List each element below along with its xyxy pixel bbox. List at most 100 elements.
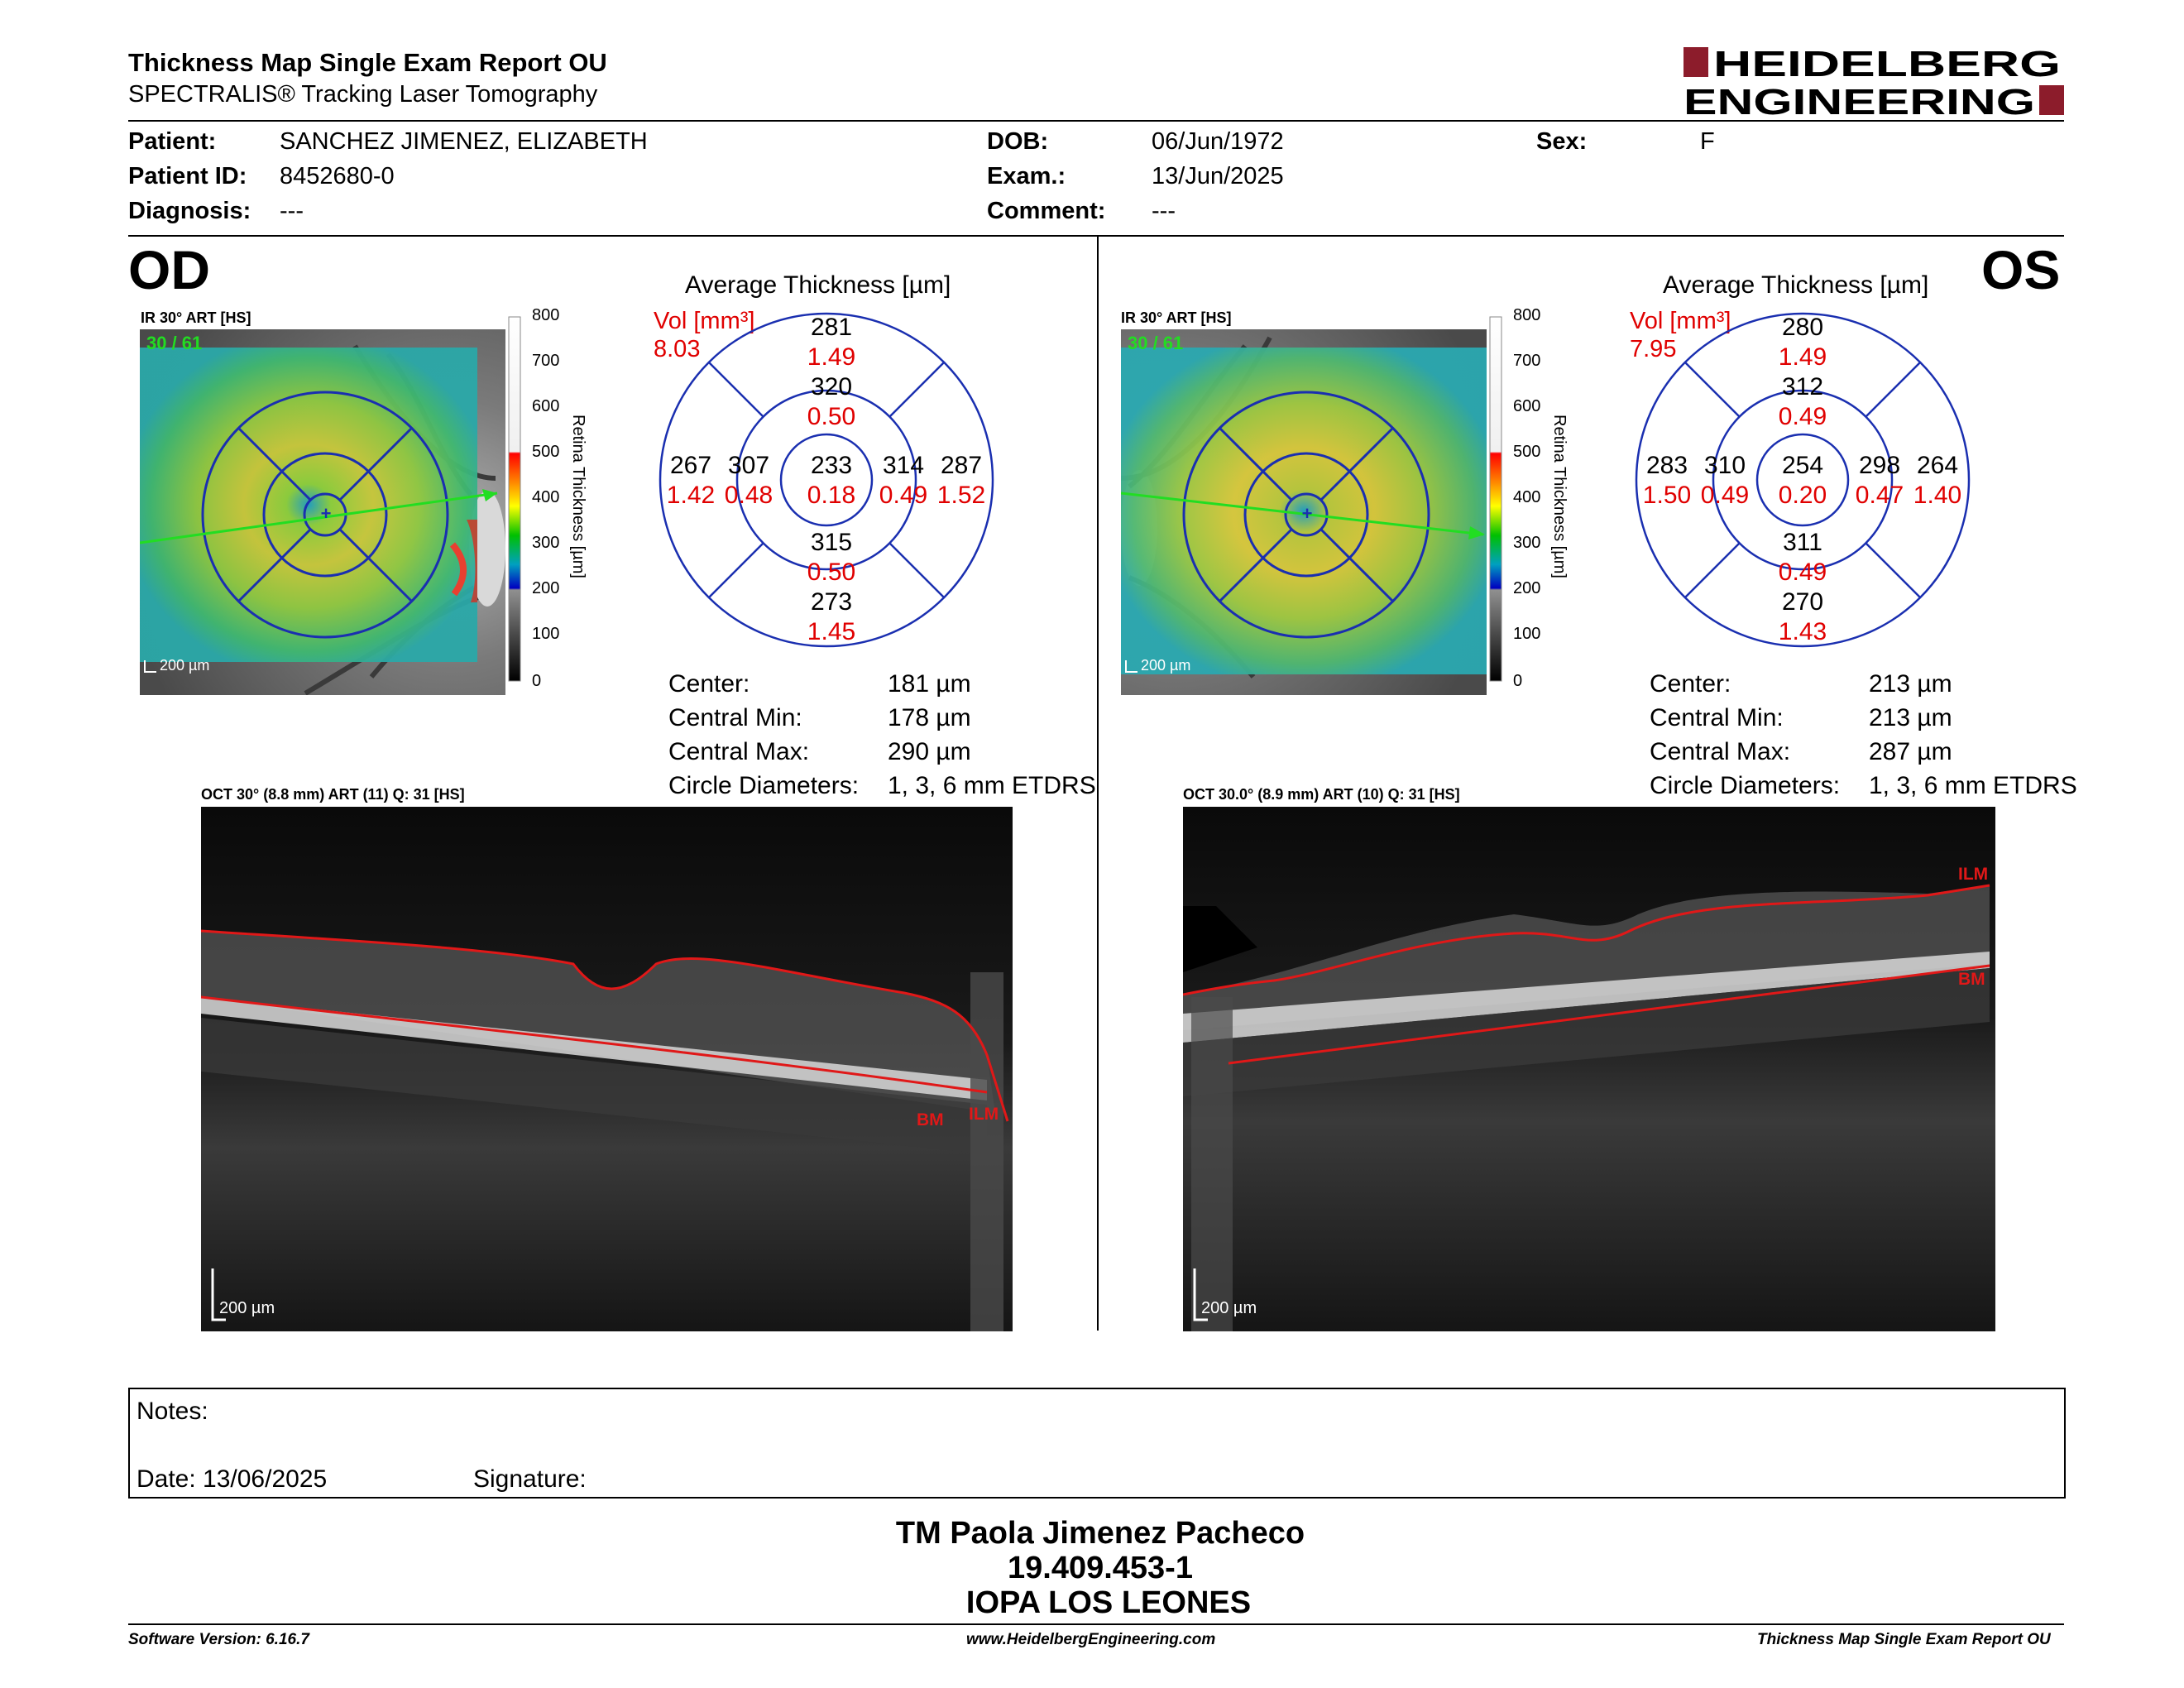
notes-signature: Signature: — [473, 1465, 587, 1493]
od-vol-label: Vol [mm³] — [654, 308, 755, 334]
dob-label: DOB: — [987, 128, 1049, 155]
signer-org: IOPA LOS LEONES — [965, 1585, 1252, 1620]
report-subtitle: SPECTRALIS® Tracking Laser Tomography — [128, 81, 598, 108]
od-colorbar-title: Retina Thickness [µm] — [569, 415, 587, 578]
od-vol-total: 8.03 — [654, 336, 701, 362]
od-stat-min-label: Central Min: — [668, 704, 802, 731]
os-sector-outer-left: 283 1.50 — [1638, 451, 1696, 511]
od-outer-right-thickness: 287 — [940, 452, 983, 479]
od-inner-left-thickness: 307 — [727, 452, 770, 479]
os-ir-scale: 200 µm — [1141, 657, 1190, 674]
od-sector-inner-left: 307 0.48 — [720, 451, 778, 511]
od-stat-center-label: Center: — [668, 670, 750, 698]
os-bm-label: BM — [1958, 970, 1985, 989]
os-tick-2: 600 — [1513, 397, 1541, 415]
os-ir-label: IR 30° ART [HS] — [1121, 309, 1232, 326]
signer-id: 19.409.453-1 — [1008, 1551, 1193, 1585]
os-tick-8: 0 — [1513, 672, 1523, 690]
od-tick-6: 200 — [532, 579, 560, 597]
os-tick-6: 200 — [1513, 579, 1541, 597]
os-sector-inner-right: 298 0.47 — [1851, 451, 1909, 511]
signer-name: TM Paola Jimenez Pacheco — [895, 1516, 1305, 1551]
od-oct-label: OCT 30° (8.8 mm) ART (11) Q: 31 [HS] — [201, 786, 465, 803]
od-sector-inner-right: 314 0.49 — [874, 451, 932, 511]
od-fundus-map: + 30 / 61 200 µm — [139, 329, 505, 696]
patient-id-label: Patient ID: — [128, 163, 247, 189]
logo-line2: ENGINEERING — [1684, 82, 2035, 117]
od-tick-4: 400 — [532, 488, 560, 506]
od-tick-0: 800 — [532, 306, 560, 324]
os-outer-inf-thickness: 270 — [1781, 588, 1824, 616]
os-oct-label: OCT 30.0° (8.9 mm) ART (10) Q: 31 [HS] — [1183, 786, 1460, 803]
od-outer-sup-thickness: 281 — [810, 314, 853, 341]
os-stat-center-label: Center: — [1650, 670, 1731, 698]
os-ilm-label: ILM — [1958, 865, 1988, 884]
comment-value: --- — [1152, 198, 1176, 224]
os-colorbar-ticks: 800 700 600 500 400 300 200 100 0 — [1513, 306, 1546, 690]
od-inner-sup-volume: 0.50 — [807, 403, 856, 430]
od-eye-label: OD — [128, 239, 210, 300]
os-oct-scan: ILM BM 200 µm — [1182, 807, 1995, 1331]
od-avg-title: Average Thickness [µm] — [685, 271, 951, 299]
os-stat-center-value: 213 µm — [1869, 670, 1952, 698]
od-sector-outer-sup: 281 1.49 — [790, 313, 873, 372]
footer-report: Thickness Map Single Exam Report OU — [1757, 1631, 2051, 1648]
heidelberg-logo: HEIDELBERG ENGINEERING — [1684, 44, 2064, 122]
os-sector-inner-left: 310 0.49 — [1696, 451, 1754, 511]
os-inner-sup-thickness: 312 — [1781, 373, 1824, 400]
os-vol-total: 7.95 — [1630, 336, 1677, 362]
od-sector-inner-inf: 315 0.50 — [790, 528, 873, 587]
os-tick-5: 300 — [1513, 534, 1541, 552]
os-colorbar-title: Retina Thickness [µm] — [1550, 415, 1569, 578]
os-outer-sup-volume: 1.49 — [1778, 343, 1827, 371]
diagnosis-label: Diagnosis: — [128, 198, 251, 224]
od-bm-label: BM — [917, 1110, 944, 1129]
od-ir-scale: 200 µm — [160, 657, 209, 674]
footer-divider — [128, 1623, 2064, 1625]
os-vol-label: Vol [mm³] — [1630, 308, 1731, 334]
os-ir-overlay: 30 / 61 — [1128, 333, 1183, 353]
os-sector-outer-sup: 280 1.49 — [1761, 313, 1844, 372]
footer-url[interactable]: www.HeidelbergEngineering.com — [966, 1631, 1216, 1648]
os-eye-label: OS — [1981, 239, 2061, 300]
os-center-volume: 0.20 — [1778, 482, 1827, 509]
exam-label: Exam.: — [987, 163, 1066, 189]
od-outer-left-volume: 1.42 — [666, 482, 716, 509]
od-tick-3: 500 — [532, 443, 560, 461]
od-tick-1: 700 — [532, 352, 560, 370]
report-title: Thickness Map Single Exam Report OU — [128, 48, 607, 77]
od-inner-right-volume: 0.49 — [879, 482, 928, 509]
os-inner-sup-volume: 0.49 — [1778, 403, 1827, 430]
os-outer-right-volume: 1.40 — [1913, 482, 1962, 509]
od-sector-center: 233 0.18 — [790, 451, 873, 511]
patient-id-value: 8452680-0 — [280, 163, 395, 189]
eye-separator — [1097, 237, 1099, 1331]
od-inner-inf-thickness: 315 — [810, 529, 853, 556]
header-divider — [128, 120, 2064, 122]
notes-label: Notes: — [136, 1398, 208, 1425]
od-center-volume: 0.18 — [807, 482, 856, 509]
os-inner-inf-volume: 0.49 — [1778, 559, 1827, 586]
od-ilm-label: ILM — [969, 1105, 999, 1124]
dob-value: 06/Jun/1972 — [1152, 128, 1284, 155]
od-stat-min-value: 178 µm — [888, 704, 971, 731]
od-ir-label: IR 30° ART [HS] — [141, 309, 251, 326]
od-stat-diam-value: 1, 3, 6 mm ETDRS — [888, 772, 1096, 799]
os-sector-center: 254 0.20 — [1761, 451, 1844, 511]
os-tick-0: 800 — [1513, 306, 1541, 324]
os-stat-diam-value: 1, 3, 6 mm ETDRS — [1869, 772, 2077, 799]
od-tick-2: 600 — [532, 397, 560, 415]
os-outer-sup-thickness: 280 — [1781, 314, 1824, 341]
notes-box[interactable]: Notes: Date: 13/06/2025 Signature: — [128, 1388, 2066, 1499]
patient-divider — [128, 235, 2064, 237]
od-center-thickness: 233 — [810, 452, 853, 479]
od-colorbar-ticks: 800 700 600 500 400 300 200 100 0 — [532, 306, 565, 690]
os-stat-min-value: 213 µm — [1869, 704, 1952, 731]
footer-software: Software Version: 6.16.7 — [128, 1631, 309, 1648]
od-outer-inf-volume: 1.45 — [807, 618, 856, 645]
svg-text:+: + — [321, 503, 332, 524]
os-inner-left-volume: 0.49 — [1700, 482, 1750, 509]
os-outer-left-volume: 1.50 — [1642, 482, 1692, 509]
os-oct-scale: 200 µm — [1201, 1299, 1257, 1317]
od-sector-outer-right: 287 1.52 — [932, 451, 990, 511]
